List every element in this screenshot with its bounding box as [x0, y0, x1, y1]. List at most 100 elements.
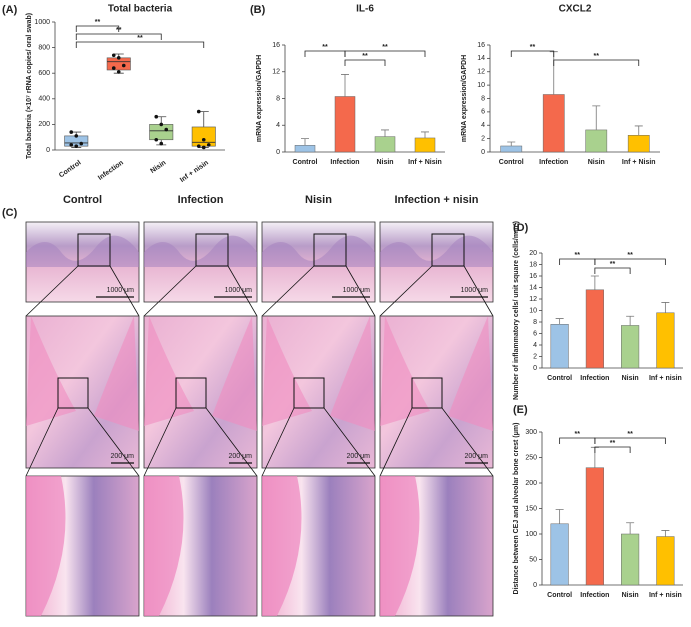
bar: [374, 136, 396, 153]
y-axis-label: Number of inflammatory cells/ unit squar…: [513, 221, 520, 400]
tooth: [448, 316, 493, 431]
data-point: [121, 63, 126, 68]
error-bar: [661, 530, 670, 537]
y-tick-label: 6: [481, 109, 485, 116]
zoom-box: [57, 377, 89, 409]
y-axis-label: Distance between CEJ and alveolar bone c…: [513, 423, 520, 595]
data-point: [74, 134, 79, 138]
data-point: [111, 53, 116, 58]
y-tick-label: 10: [477, 82, 485, 89]
scale-label: 1000 μm: [107, 287, 135, 294]
x-tick-label: Infection: [539, 159, 568, 166]
x-tick-label: Control: [58, 159, 82, 179]
x-tick-label: Control: [293, 159, 318, 166]
y-tick-label: 0: [276, 149, 280, 156]
significance-bracket: [75, 41, 205, 48]
chart-title: CXCL2: [559, 4, 592, 15]
zoom-line: [261, 407, 295, 477]
significance-bracket: [594, 258, 666, 265]
tooth: [26, 476, 66, 616]
y-tick-label: 100: [525, 531, 537, 538]
y-tick-label: 200: [38, 121, 50, 128]
x-tick-label: Infection: [330, 159, 359, 166]
whisker: [198, 111, 209, 127]
bar: [621, 325, 640, 369]
significance-bracket: [344, 50, 426, 57]
significance-label: **: [627, 431, 633, 438]
error-bar: [507, 141, 516, 146]
data-point: [116, 70, 121, 74]
x-tick-label: Inf + Nisin: [622, 159, 656, 166]
x-tick-label: Nisin: [376, 159, 393, 166]
zoom-box: [431, 233, 465, 267]
significance-label: **: [610, 261, 616, 268]
zoom-line: [227, 265, 258, 317]
y-tick-label: 12: [477, 69, 485, 76]
panel-label: (C): [2, 207, 18, 219]
data-point: [154, 114, 159, 119]
error-bar: [421, 131, 429, 138]
data-point: [206, 143, 211, 147]
zoom-line: [463, 265, 494, 317]
error-bar: [634, 125, 643, 136]
column-heading: Infection + nisin: [394, 194, 478, 206]
x-tick-label: Nisin: [622, 375, 639, 382]
y-tick-label: 50: [529, 556, 537, 563]
data-point: [159, 122, 164, 127]
y-tick-label: 12: [272, 69, 280, 76]
y-tick-label: 14: [477, 55, 485, 62]
significance-bracket: [594, 437, 666, 444]
y-tick-label: 2: [533, 353, 537, 360]
error-bar: [626, 315, 635, 326]
significance-bracket: [75, 25, 120, 32]
significance-bracket: [594, 446, 631, 453]
zoom-box: [175, 377, 207, 409]
tooth: [262, 316, 312, 426]
y-tick-label: 8: [481, 95, 485, 102]
data-point: [69, 130, 74, 134]
zoom-line: [261, 265, 315, 317]
error-bar: [661, 302, 670, 313]
zoom-line: [143, 265, 197, 317]
zoom-line: [143, 407, 177, 477]
error-bar: [381, 129, 389, 137]
significance-label: **: [116, 27, 122, 34]
column-heading: Infection: [178, 194, 224, 206]
tissue: [262, 235, 375, 267]
x-tick-label: Nisin: [622, 592, 639, 599]
significance-label: **: [594, 53, 600, 60]
tooth: [380, 316, 430, 426]
zoom-line: [109, 265, 140, 317]
significance-label: **: [382, 44, 388, 51]
error-bar: [549, 51, 558, 95]
scale-label: 1000 μm: [343, 287, 371, 294]
y-tick-label: 4: [276, 122, 280, 129]
x-tick-label: Control: [547, 375, 572, 382]
x-tick-label: Control: [499, 159, 524, 166]
significance-label: **: [137, 35, 143, 42]
zoom-line: [345, 265, 376, 317]
y-tick-label: 300: [525, 429, 537, 436]
y-tick-label: 16: [272, 42, 280, 49]
significance-bracket: [553, 59, 640, 66]
x-tick-label: Inf + nisin: [649, 592, 682, 599]
bar: [656, 312, 675, 369]
y-tick-label: 150: [525, 505, 537, 512]
y-tick-label: 1000: [34, 19, 50, 26]
data-point: [201, 145, 206, 150]
y-tick-label: 14: [529, 284, 537, 291]
zoom-line: [323, 407, 376, 477]
bar: [656, 536, 675, 586]
significance-label: **: [322, 44, 328, 51]
tooth: [144, 316, 194, 426]
scale-label: 1000 μm: [225, 287, 253, 294]
error-bar: [590, 275, 599, 290]
x-tick-label: Infection: [97, 159, 125, 181]
error-bar: [626, 522, 635, 534]
significance-bracket: [75, 33, 162, 40]
column-heading: Control: [63, 194, 102, 206]
error-bar: [555, 509, 564, 524]
chart-title: Total bacteria: [108, 4, 173, 15]
y-tick-label: 6: [533, 330, 537, 337]
data-point: [69, 143, 74, 147]
